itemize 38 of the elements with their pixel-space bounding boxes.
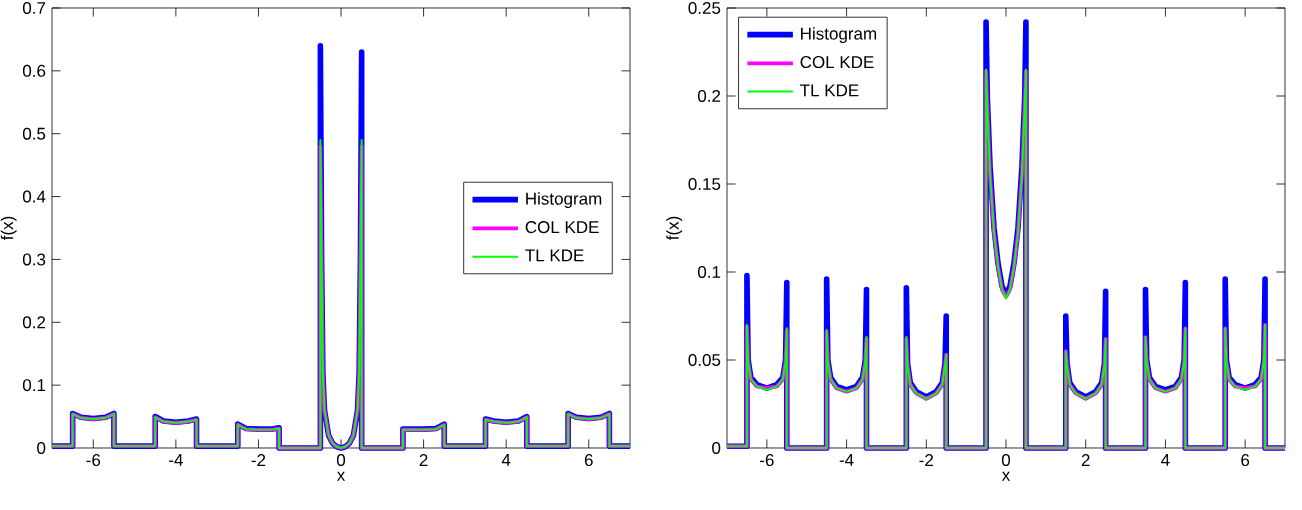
y-tick-label: 0.6: [22, 64, 46, 77]
y-tick-label: 0: [712, 442, 721, 455]
x-tick-label: -6: [760, 454, 774, 467]
legend-label: COL KDE: [800, 56, 874, 69]
x-tick-label: 0: [336, 454, 346, 467]
x-tick-label: 0: [1001, 454, 1011, 467]
y-tick-label: 0.15: [688, 178, 721, 191]
x-tick-label: 6: [584, 454, 593, 467]
x-axis-title: x: [1001, 471, 1011, 481]
y-axis-title: f(x): [666, 216, 683, 241]
x-tick-label: -2: [919, 454, 933, 466]
x-tick-label: -6: [86, 454, 101, 467]
x-tick-label: 2: [419, 454, 428, 466]
y-tick-label: 0.3: [22, 253, 46, 266]
y-tick-label: 0.25: [688, 2, 721, 15]
x-tick-label: -4: [169, 454, 183, 466]
legend-label: COL KDE: [525, 221, 599, 234]
x-axis-title: x: [336, 471, 346, 481]
x-tick-label: -4: [839, 454, 854, 466]
legend-label: TL KDE: [525, 249, 584, 262]
y-tick-label: 0.7: [22, 2, 46, 15]
x-tick-label: 4: [501, 454, 511, 466]
x-tick-label: -2: [251, 454, 266, 466]
y-tick-label: 0.5: [22, 127, 46, 140]
y-tick-label: 0.2: [697, 90, 721, 103]
legend-label: Histogram: [801, 27, 877, 44]
legend-label: TL KDE: [800, 84, 859, 97]
y-tick-label: 0.2: [22, 316, 46, 329]
x-tick-label: 2: [1081, 454, 1090, 466]
y-axis-title: f(x): [0, 216, 17, 241]
y-tick-label: 0.05: [688, 354, 721, 367]
x-tick-label: 6: [1241, 454, 1250, 467]
x-tick-label: 4: [1161, 454, 1170, 466]
y-tick-label: 0.4: [22, 190, 46, 203]
y-tick-label: 0.1: [22, 379, 46, 392]
legend-label: Histogram: [526, 192, 602, 209]
y-tick-label: 0: [37, 442, 46, 455]
y-tick-label: 0.1: [697, 266, 721, 279]
